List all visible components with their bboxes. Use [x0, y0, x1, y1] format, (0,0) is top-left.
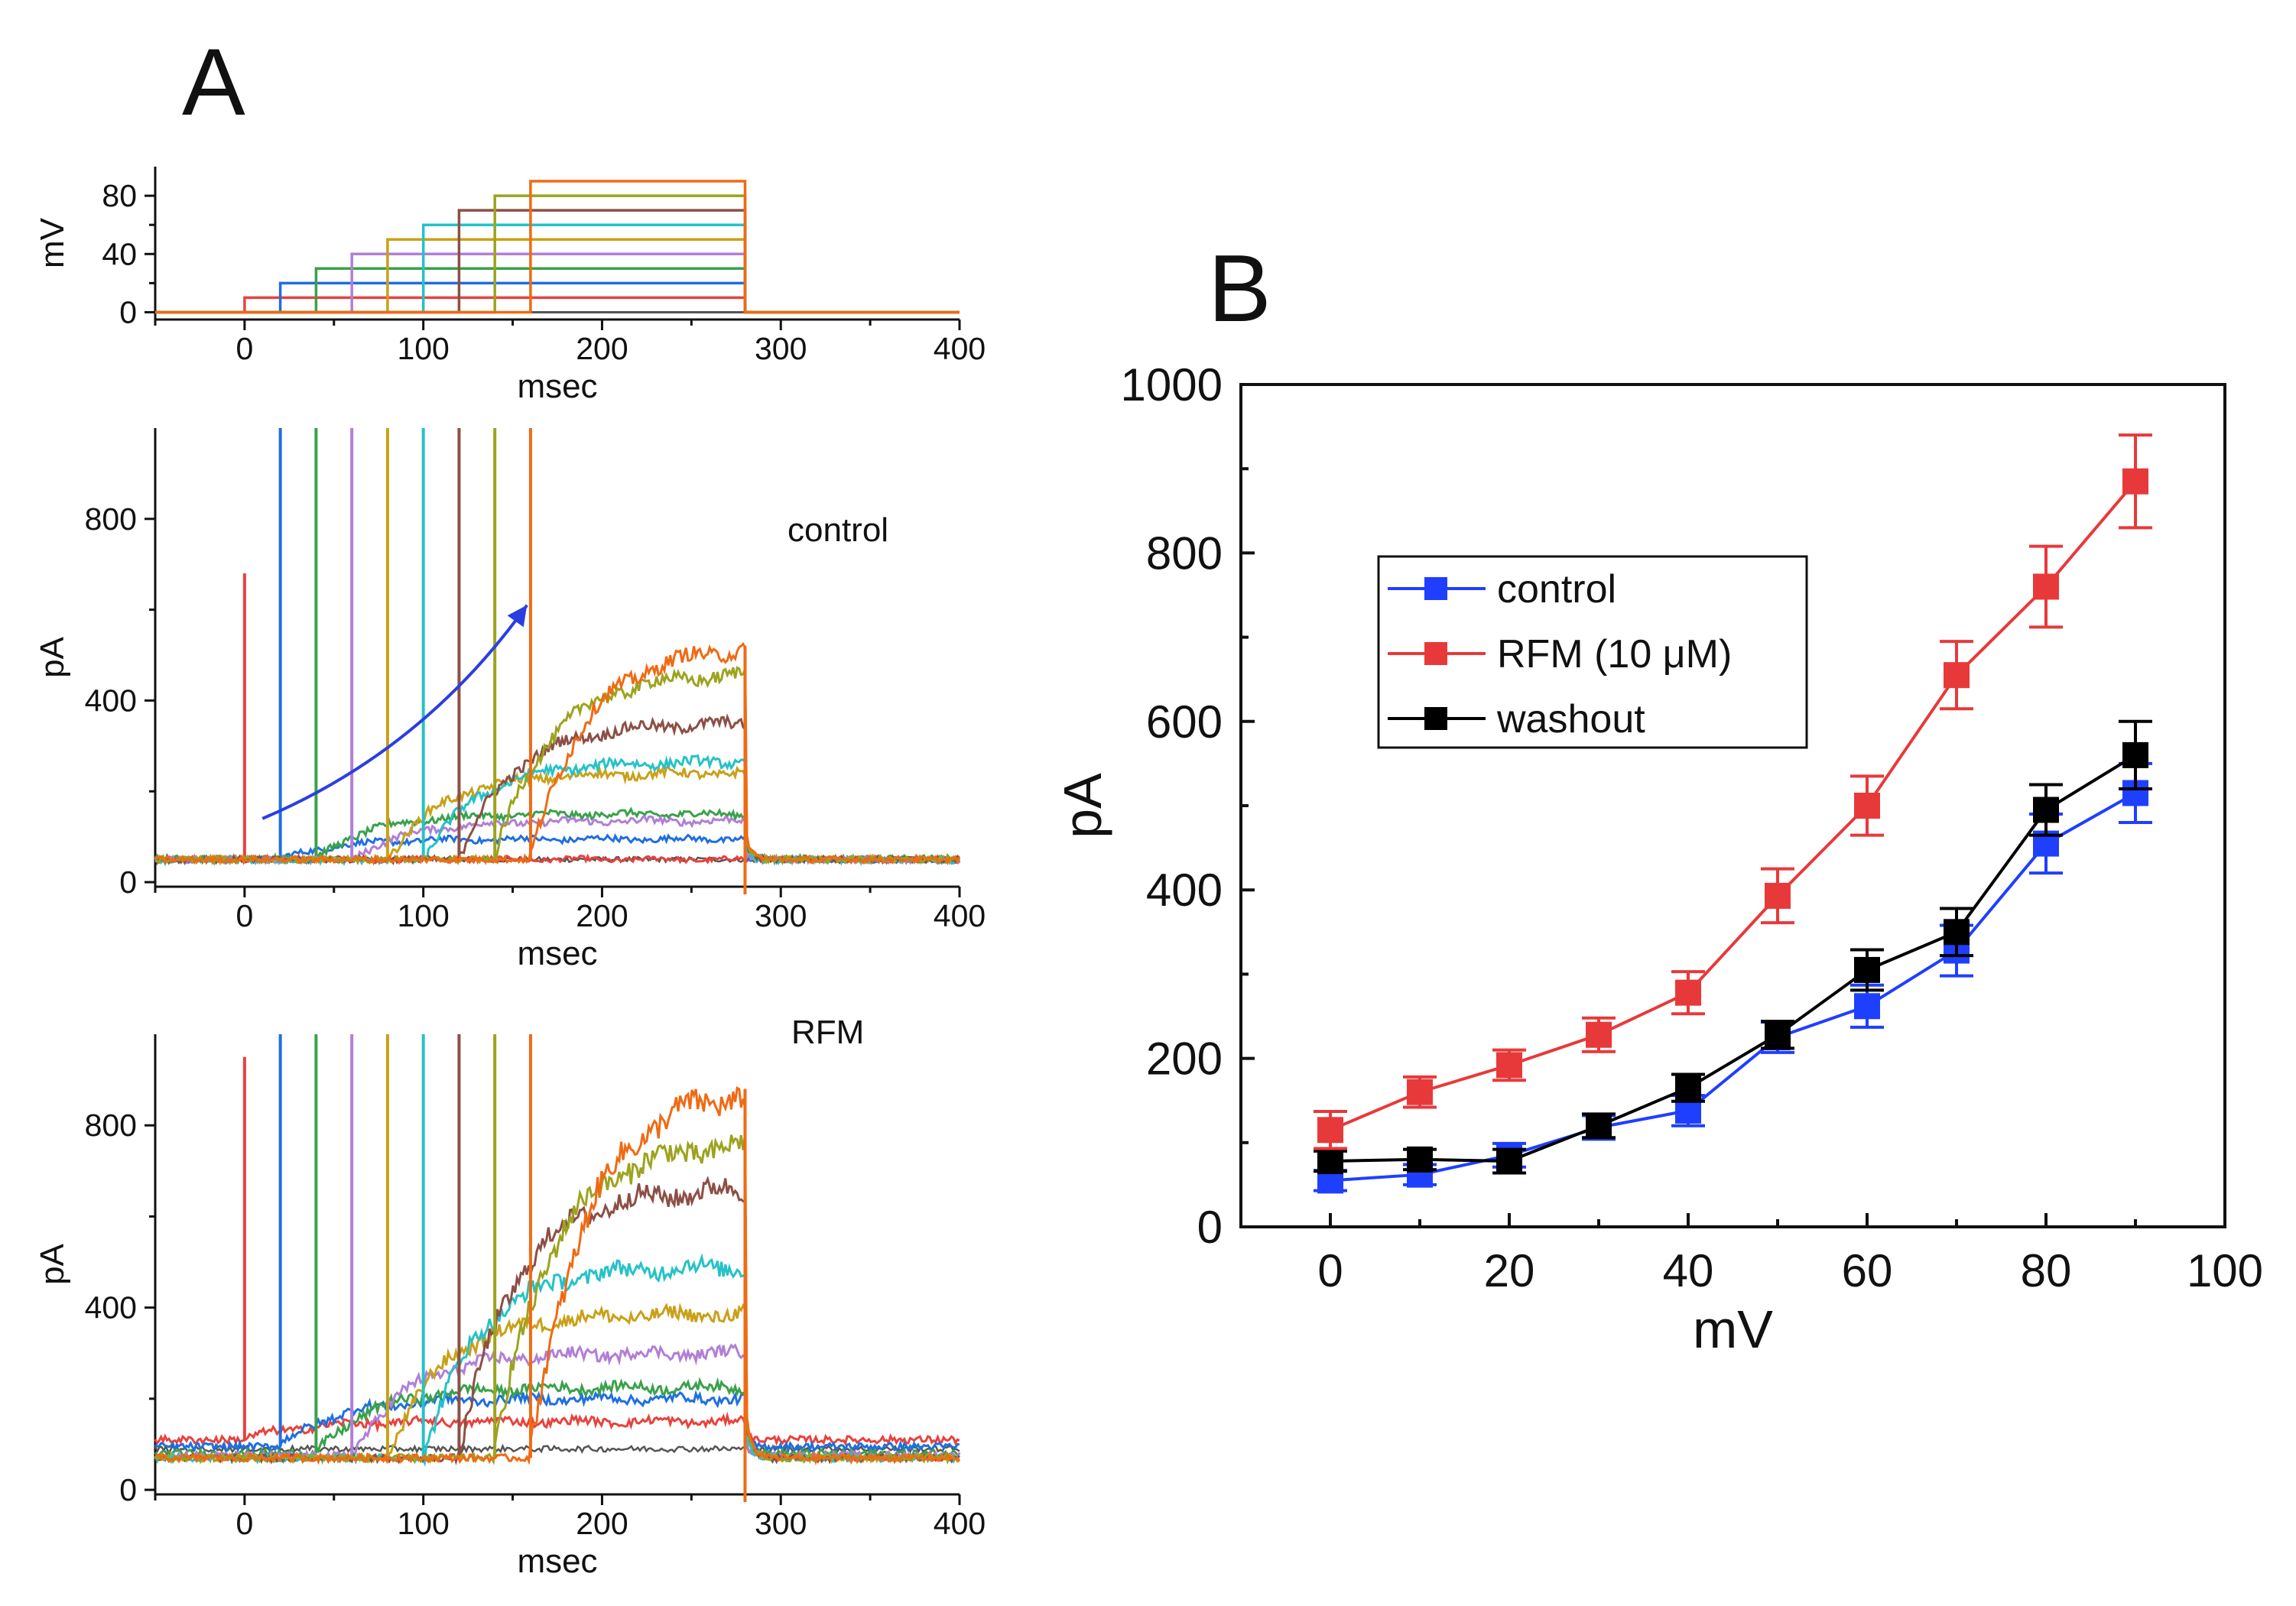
iv-y-tick-label: 400: [1146, 865, 1223, 916]
panel-a-label: A: [182, 30, 245, 135]
control-y-tick-label: 0: [119, 865, 137, 900]
iv-legend-label: control: [1497, 567, 1616, 612]
voltage-protocol-plot: 0 100 200 300 400 0 40 80 msec mV: [34, 167, 986, 405]
protocol-x-tick-label: 100: [397, 331, 449, 366]
iv-data-point: [1586, 1021, 1612, 1048]
rfm-x-tick-label: 400: [934, 1506, 986, 1541]
iv-data-point: [2122, 468, 2148, 495]
control-x-tick-label: 0: [235, 898, 253, 933]
iv-data-point: [1496, 1148, 1522, 1175]
iv-x-tick-label: 20: [1484, 1245, 1535, 1296]
iv-x-tick-label: 80: [2021, 1245, 2072, 1296]
rfm-sweep-trace: [154, 1389, 960, 1455]
iv-x-tick-label: 60: [1842, 1245, 1893, 1296]
rfm-y-tick-label: 400: [85, 1290, 137, 1325]
iv-data-point: [1317, 1117, 1343, 1144]
iv-data-point: [2033, 797, 2059, 823]
iv-legend-label: RFM (10 μM): [1497, 632, 1732, 676]
control-sweep-trace: [154, 666, 960, 866]
iv-x-tick-label: 40: [1663, 1245, 1714, 1296]
iv-y-tick-label: 200: [1146, 1033, 1223, 1085]
rfm-sweep-trace: [154, 1303, 960, 1465]
protocol-x-tick-label: 200: [576, 331, 628, 366]
control-x-tick-label: 100: [397, 898, 449, 933]
rfm-x-axis-label: msec: [517, 1543, 597, 1580]
iv-data-point: [1317, 1148, 1343, 1175]
iv-data-point: [1765, 1021, 1791, 1048]
control-x-tick-label: 200: [576, 898, 628, 933]
protocol-x-axis-label: msec: [517, 368, 597, 405]
protocol-y-tick-label: 0: [119, 294, 137, 329]
iv-data-point: [1854, 956, 1880, 983]
iv-data-point: [1675, 979, 1701, 1006]
protocol-step-trace: [155, 267, 960, 314]
iv-legend-marker: [1424, 642, 1447, 665]
rfm-y-axis-label: pA: [34, 1243, 71, 1284]
control-y-tick-label: 800: [85, 501, 137, 537]
rfm-current-plot: 0 100 200 300 400 0 400 800 msec pA: [34, 1034, 986, 1580]
iv-data-point: [1586, 1112, 1612, 1139]
iv-data-point: [1944, 662, 1970, 689]
rfm-annotation: RFM: [791, 1014, 864, 1051]
iv-series-line: [1330, 754, 2137, 1163]
iv-curve-plot: 0 20 40 60 80 10002004006008001000mVpAcontrol…: [1053, 359, 2263, 1359]
protocol-x-tick-label: 0: [235, 331, 253, 366]
iv-y-tick-label: 800: [1146, 527, 1223, 579]
control-x-axis-label: msec: [517, 935, 597, 972]
rfm-x-tick-label: 100: [397, 1506, 449, 1541]
protocol-step-trace: [155, 238, 960, 314]
iv-data-point: [1944, 919, 1970, 946]
control-y-tick-label: 400: [85, 683, 137, 718]
protocol-step-trace: [155, 296, 960, 314]
iv-y-tick-label: 600: [1146, 696, 1223, 748]
rfm-x-tick-label: 300: [755, 1506, 807, 1541]
control-annotation: control: [788, 511, 888, 549]
iv-data-point: [1854, 993, 1880, 1020]
iv-series-line: [1330, 480, 2137, 1132]
iv-data-point: [1675, 1075, 1701, 1101]
rfm-x-tick-label: 0: [235, 1506, 253, 1541]
rfm-y-tick-label: 800: [85, 1108, 137, 1143]
iv-data-point: [2122, 741, 2148, 768]
control-x-tick-label: 400: [934, 898, 986, 933]
protocol-y-tick-label: 80: [102, 178, 137, 213]
control-sweep-trace: [154, 754, 960, 867]
control-sweep-trace: [154, 806, 960, 865]
protocol-x-tick-label: 400: [934, 331, 986, 366]
rfm-sweep-trace: [154, 1134, 960, 1465]
protocol-y-axis-label: mV: [34, 217, 71, 268]
trend-arrow-line: [261, 604, 528, 820]
panel-b-label: B: [1208, 236, 1271, 342]
iv-data-point: [1765, 882, 1791, 909]
iv-data-point: [1496, 1052, 1522, 1079]
iv-x-axis-label: mV: [1693, 1299, 1773, 1359]
trend-arrow-head: [507, 605, 528, 628]
iv-series-line: [1330, 791, 2136, 1183]
iv-legend-marker: [1424, 577, 1447, 600]
control-current-plot: 0 100 200 300 400 0 400 800 msec pA: [34, 428, 986, 972]
rfm-sweep-trace: [154, 1086, 961, 1466]
iv-data-point: [2033, 573, 2059, 600]
iv-y-tick-label: 1000: [1121, 359, 1223, 410]
rfm-x-tick-label: 200: [576, 1506, 628, 1541]
iv-y-tick-label: 0: [1197, 1202, 1223, 1253]
iv-data-point: [1854, 793, 1880, 819]
protocol-step-trace: [155, 180, 960, 314]
iv-x-tick-label: 100: [2187, 1245, 2263, 1296]
iv-data-point: [1407, 1146, 1433, 1173]
protocol-y-tick-label: 40: [102, 236, 137, 271]
iv-legend-marker: [1424, 707, 1447, 730]
control-x-tick-label: 300: [755, 898, 807, 933]
control-y-axis-label: pA: [34, 636, 71, 677]
control-sweep-trace: [154, 641, 961, 866]
rfm-sweep-trace: [154, 1411, 960, 1446]
iv-frame: [1239, 383, 2226, 1228]
iv-legend-label: washout: [1496, 697, 1645, 741]
iv-x-tick-label: 0: [1317, 1245, 1343, 1296]
rfm-y-tick-label: 0: [119, 1472, 137, 1507]
protocol-x-tick-label: 300: [755, 331, 807, 366]
iv-data-point: [1407, 1079, 1433, 1105]
iv-y-axis-label: pA: [1053, 773, 1112, 839]
